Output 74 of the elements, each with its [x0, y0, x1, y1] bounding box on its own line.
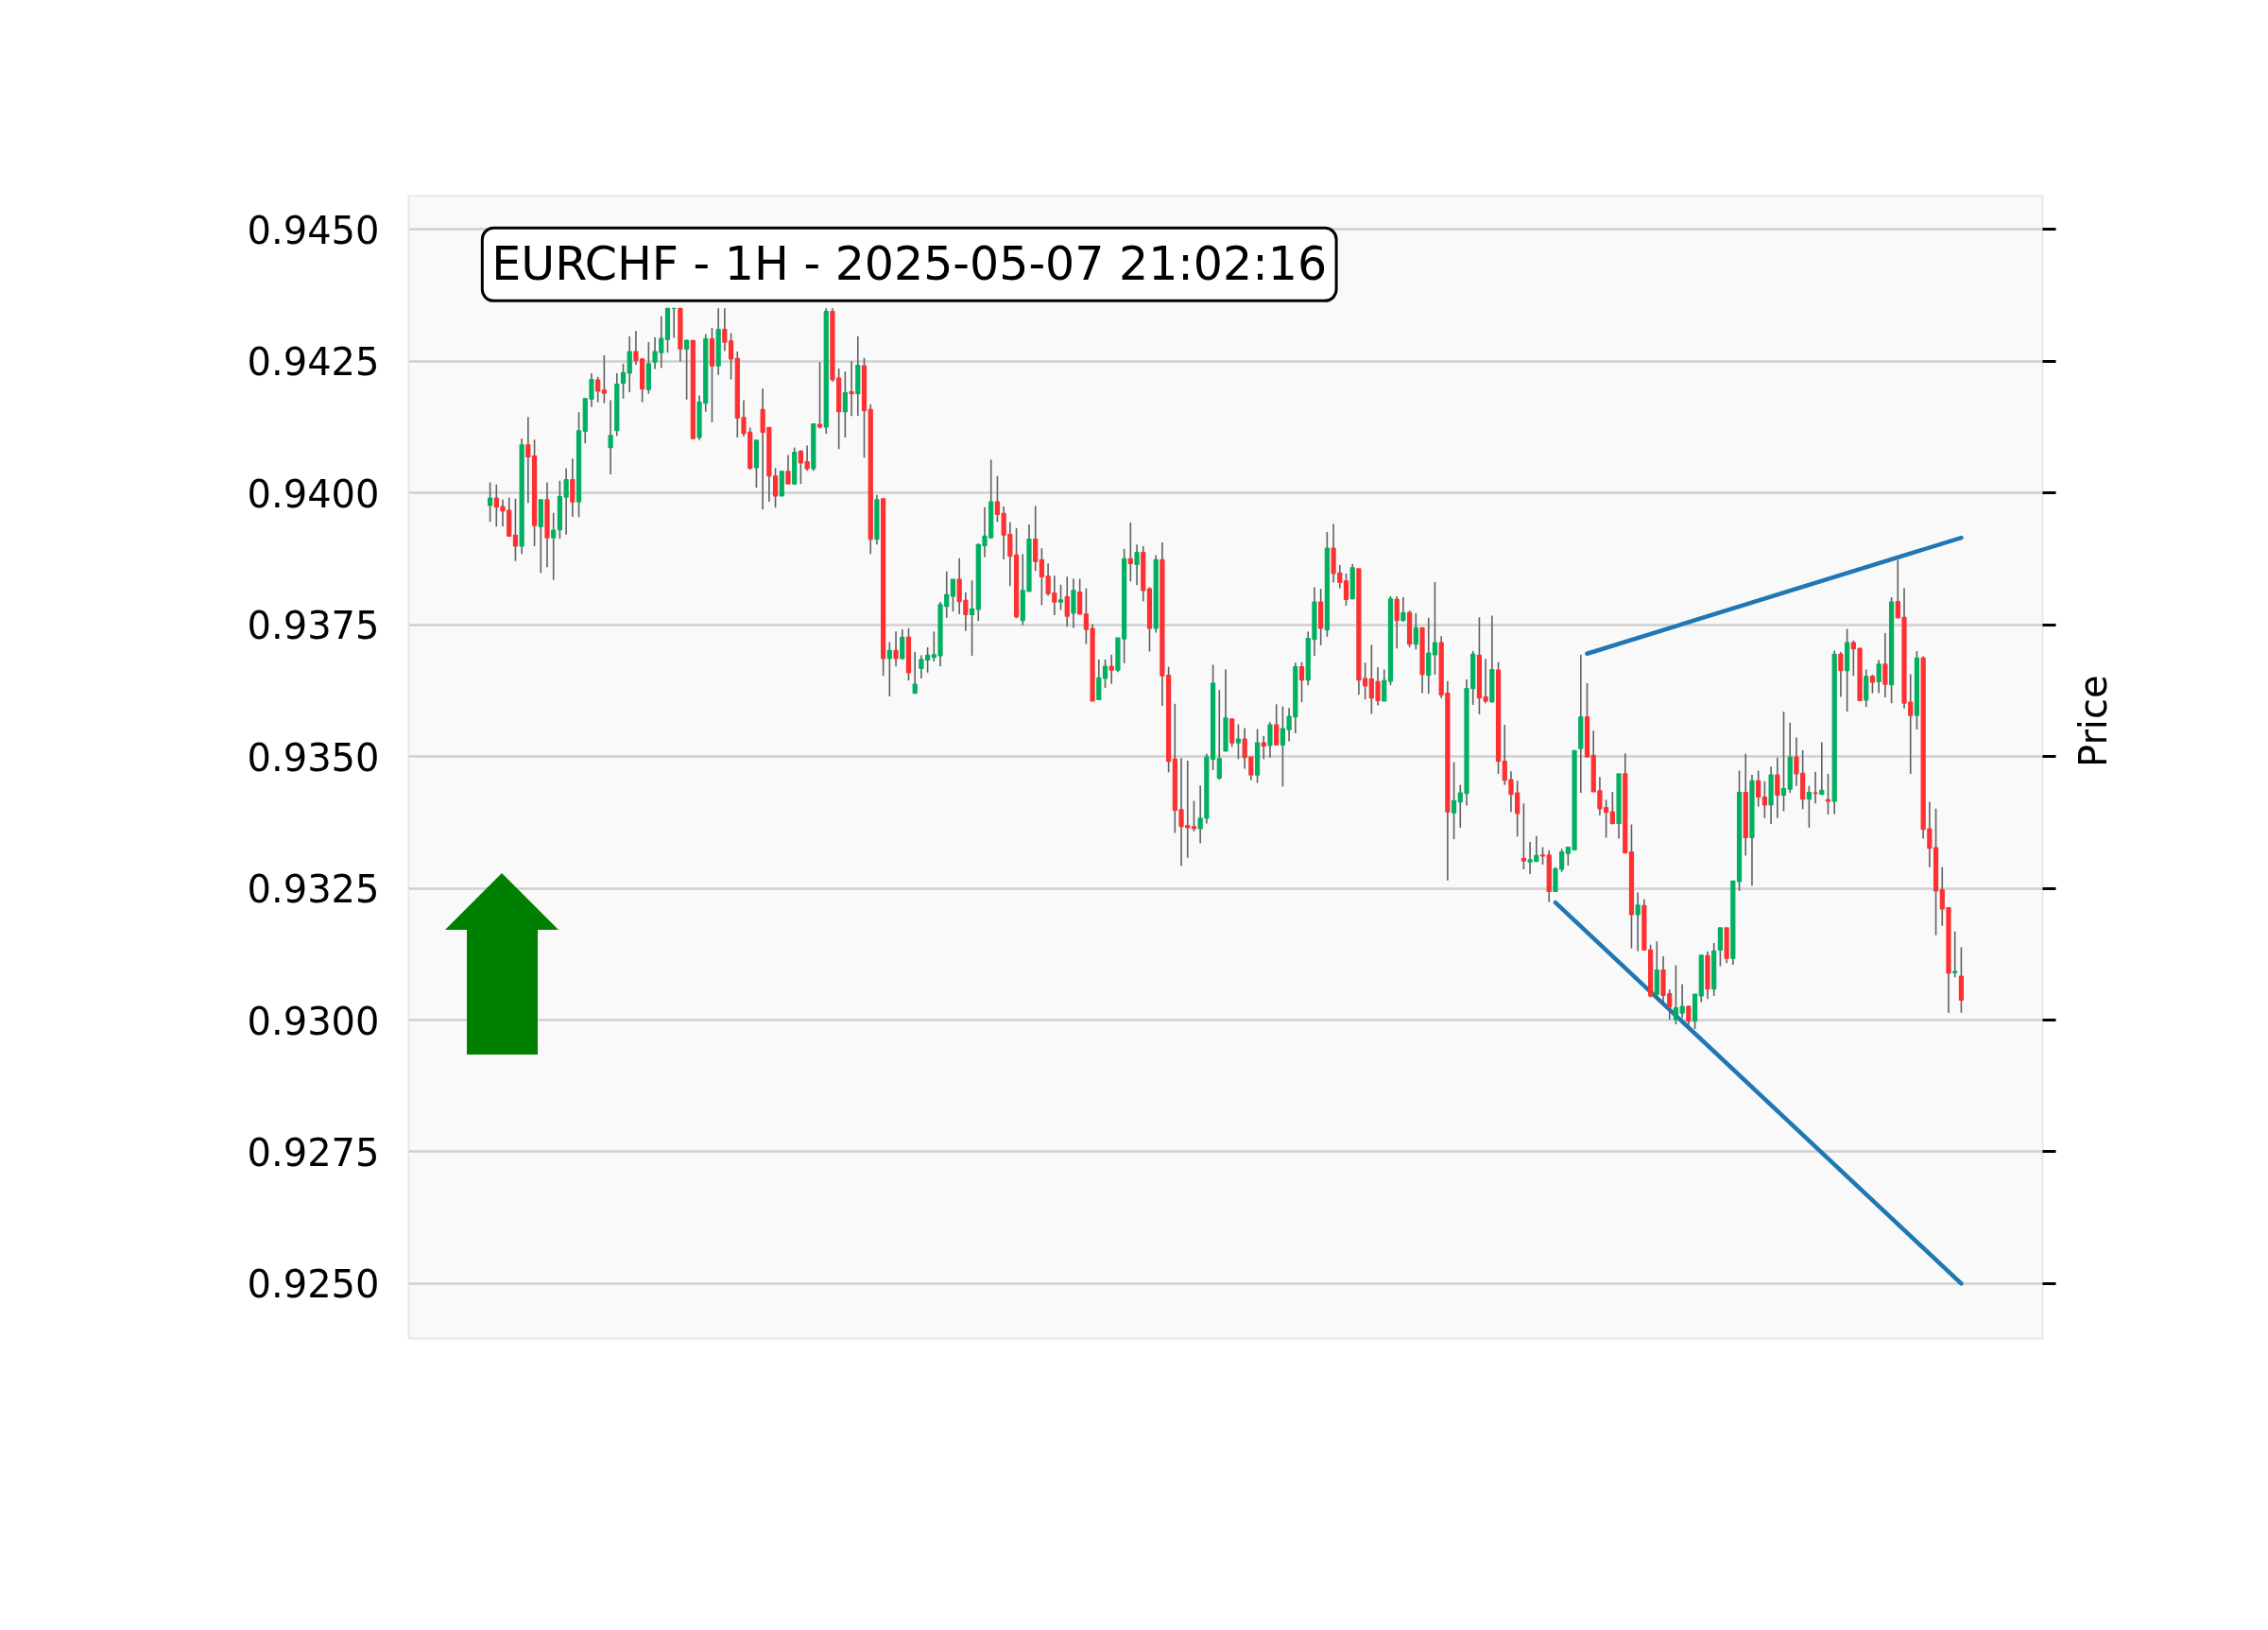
- candlestick: [608, 399, 613, 475]
- candlestick: [1261, 735, 1266, 761]
- candlestick: [1717, 927, 1724, 968]
- candlestick: [1539, 846, 1546, 866]
- y-axis-title: Price: [2070, 675, 2115, 767]
- candlestick: [1451, 761, 1457, 840]
- candlestick: [595, 376, 601, 403]
- candlestick: [1134, 543, 1140, 587]
- candlestick: [1057, 583, 1064, 611]
- y-tick-label: 0.9275: [247, 1131, 380, 1175]
- candlestick: [1216, 689, 1222, 781]
- candlestick: [1869, 674, 1876, 695]
- candlestick: [1127, 522, 1133, 583]
- y-tick-label: 0.9400: [247, 472, 380, 516]
- y-tick-label: 0.9250: [247, 1262, 380, 1307]
- candlestick: [487, 481, 493, 523]
- candlestick: [1197, 784, 1203, 845]
- candlestick: [1191, 799, 1197, 832]
- candlestick: [912, 651, 918, 695]
- candlestick: [1813, 770, 1818, 805]
- candlestick: [1761, 780, 1767, 819]
- y-tick-label: 0.9425: [247, 340, 380, 385]
- y-tick-label: 0.9325: [247, 867, 380, 912]
- candlestick: [1882, 632, 1888, 698]
- candlestick: [1400, 596, 1406, 623]
- candlestick: [1609, 791, 1615, 826]
- candlestick: [816, 361, 823, 430]
- candlestick: [1394, 595, 1400, 649]
- candlestick: [842, 370, 848, 438]
- candlestick: [1838, 651, 1844, 698]
- candlestick: [950, 578, 956, 612]
- candlestick: [1426, 617, 1432, 695]
- candlestick: [1343, 573, 1349, 607]
- candlestick: [1102, 659, 1108, 689]
- candlestick: [1077, 577, 1083, 615]
- candlestick: [1756, 769, 1761, 808]
- candlestick: [684, 338, 690, 401]
- y-tick-label: 0.9350: [247, 735, 380, 780]
- candlestick: [1825, 773, 1831, 815]
- candlestick: [627, 335, 632, 393]
- candlestick: [512, 497, 519, 562]
- candlestick: [1780, 711, 1787, 813]
- candlestick: [1235, 723, 1242, 761]
- candlestick: [893, 630, 899, 667]
- candlestick: [570, 457, 576, 518]
- candlestick: [1432, 581, 1438, 676]
- candlestick: [1806, 785, 1812, 829]
- candlestick: [1635, 891, 1641, 952]
- candlestick: [1952, 930, 1958, 979]
- candlestick: [1274, 703, 1280, 746]
- candlestick: [1267, 721, 1273, 759]
- candlestick: [1064, 575, 1070, 628]
- candlestick: [1096, 659, 1102, 701]
- candlestick: [1071, 577, 1076, 629]
- candlestick: [1298, 661, 1305, 703]
- candlestick: [1876, 659, 1881, 695]
- y-tick-label: 0.9375: [247, 604, 380, 648]
- candlestick: [785, 454, 791, 485]
- candlestick: [551, 512, 557, 581]
- text: EURCHF - 1H - 2025-05-07 21:02:16: [491, 237, 1328, 292]
- candlestick: [601, 354, 607, 404]
- candlestick: [1521, 802, 1526, 870]
- candlestick: [1413, 612, 1418, 651]
- candlestick: [849, 360, 854, 417]
- candlestick: [900, 628, 905, 661]
- candlestick: [1775, 756, 1780, 819]
- candlestick: [620, 363, 627, 400]
- y-tick-label: 0.9450: [247, 208, 380, 252]
- candlestick: [1108, 654, 1114, 685]
- y-tick-label: 0.9300: [247, 999, 380, 1043]
- candlestick: [1033, 505, 1039, 572]
- candlestick: [969, 579, 975, 657]
- candlestick: [886, 641, 892, 697]
- candlestick: [1382, 668, 1387, 702]
